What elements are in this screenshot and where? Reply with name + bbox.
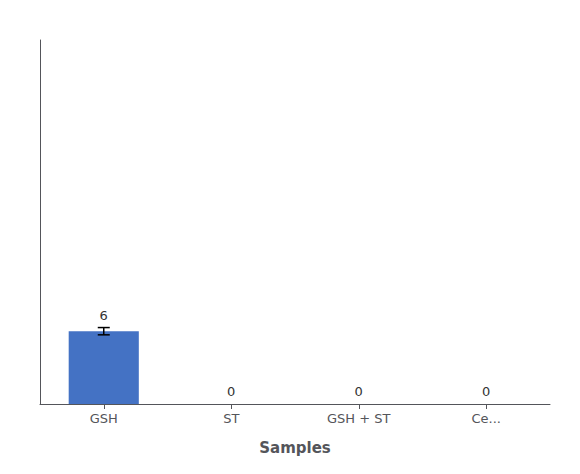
- svg-text:0: 0: [482, 384, 490, 399]
- svg-text:Ce...: Ce...: [472, 411, 501, 426]
- svg-text:Samples: Samples: [259, 439, 331, 457]
- svg-text:0: 0: [355, 384, 363, 399]
- svg-text:GSH + ST: GSH + ST: [327, 411, 391, 426]
- svg-text:6: 6: [100, 308, 108, 323]
- svg-text:0: 0: [227, 384, 235, 399]
- svg-text:ST: ST: [223, 411, 239, 426]
- svg-text:GSH: GSH: [90, 411, 118, 426]
